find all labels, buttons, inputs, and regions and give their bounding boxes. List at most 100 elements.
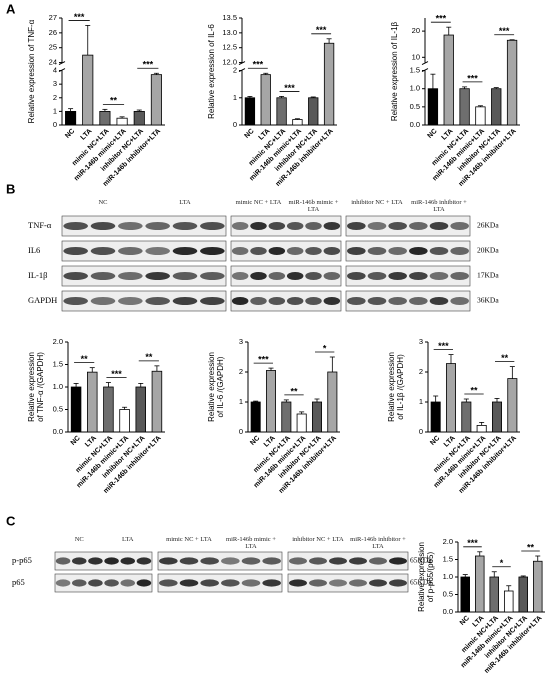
bar [323, 42, 335, 126]
blot-band [389, 579, 407, 587]
y-tick-label: 1.0 [53, 382, 63, 391]
bar [491, 401, 502, 433]
significance-label: *** [467, 73, 478, 83]
blot-band [429, 222, 449, 230]
y-tick-label: 0.5 [410, 102, 420, 111]
y-tick-label: 0 [233, 120, 237, 129]
x-tick-label: NC [249, 435, 261, 447]
blot-row-label: IL6 [28, 245, 40, 255]
blot-band [63, 222, 88, 230]
axis-break [58, 61, 66, 65]
blot-band [369, 579, 387, 587]
blot-group-label: NC [98, 199, 108, 206]
bar [475, 106, 486, 126]
axis-break [238, 61, 246, 65]
y-tick-label: 0.0 [410, 120, 420, 129]
blot-group-label: LTA [179, 199, 191, 206]
bar [308, 97, 319, 126]
blot-band [429, 272, 449, 280]
y-axis-label: of IL-1β /(GAPDH) [396, 354, 405, 420]
bar [518, 576, 529, 613]
bar [311, 401, 322, 433]
blot-band [71, 579, 87, 587]
x-tick-label: LTA [84, 435, 98, 449]
x-tick-label: NC [64, 128, 76, 140]
significance-label: *** [111, 369, 122, 379]
blot-band [367, 297, 387, 305]
bar [65, 110, 77, 126]
y-tick-label: 12.5 [222, 43, 237, 52]
blot-band [145, 272, 170, 280]
significance-label: ** [290, 386, 298, 396]
blot-frame [54, 573, 153, 593]
blot-band [429, 297, 449, 305]
blot-band [118, 222, 143, 230]
blot-band [305, 222, 322, 230]
bar [150, 74, 162, 126]
y-tick-label: 0.0 [53, 427, 63, 436]
blot-band [250, 247, 267, 255]
y-tick-label: 1.5 [53, 359, 63, 368]
blot-row-label: p65 [12, 577, 25, 587]
blot-row-label: GAPDH [28, 295, 57, 305]
significance-label: *** [467, 538, 478, 548]
blot-band [388, 247, 407, 255]
blot-band [118, 297, 143, 305]
blot-group-label: mimic NC + LTA [166, 536, 212, 543]
y-axis-label: Relative expression [387, 352, 396, 422]
significance-label: ** [145, 352, 153, 362]
blot-band [347, 272, 366, 280]
bar [533, 560, 543, 613]
blot-frame [61, 215, 227, 237]
bar [151, 370, 163, 433]
blot-row-label: IL-1β [28, 270, 47, 280]
blot-frame [54, 551, 153, 571]
blot-size-label: 36KDa [477, 296, 499, 305]
significance-label: ** [501, 353, 509, 363]
blot-band [429, 247, 449, 255]
y-axis-label: of IL-6 /(GAPDH) [216, 356, 225, 417]
blot-frame [61, 290, 227, 312]
blot-band [450, 297, 469, 305]
blot-band [104, 557, 119, 565]
blot-band [231, 272, 249, 280]
blot-band [409, 222, 428, 230]
y-axis-label: Relative expression [207, 352, 216, 422]
y-tick-label: 0.5 [443, 589, 453, 598]
bar [265, 370, 276, 433]
blot-frame [287, 551, 409, 571]
blot-band [63, 297, 88, 305]
bar [474, 555, 485, 613]
y-tick-label: 3 [419, 337, 423, 346]
bar [87, 371, 98, 433]
significance-label: *** [258, 354, 269, 364]
blot-band [347, 222, 366, 230]
blot-frame [157, 551, 283, 571]
x-tick-label: LTA [80, 128, 94, 142]
x-tick-label: NC [429, 435, 441, 447]
bar [70, 386, 82, 433]
blot-band [367, 272, 387, 280]
blot-band [323, 272, 341, 280]
blot-band [179, 579, 199, 587]
bar [116, 117, 128, 126]
y-tick-label: 0 [239, 427, 243, 436]
blot-band [63, 272, 88, 280]
blot-band [409, 247, 428, 255]
blot-band [367, 222, 387, 230]
blot-band [450, 272, 469, 280]
bar [430, 401, 441, 433]
blot-band [347, 247, 366, 255]
blot-band [409, 272, 428, 280]
blot-band [90, 272, 116, 280]
blot-frame [345, 215, 471, 237]
y-tick-label: 20 [412, 26, 420, 35]
blot-group-label: miR-146b inhibitor + LTA [350, 536, 406, 550]
blot-band [200, 247, 225, 255]
blot-row-label: TNF-α [28, 220, 52, 230]
blot-band [268, 222, 286, 230]
blot-band [309, 557, 327, 565]
blot-group-label: miR-146b mimic + LTA [288, 199, 339, 213]
y-tick-label: 1.5 [410, 66, 420, 75]
bar [427, 88, 439, 126]
